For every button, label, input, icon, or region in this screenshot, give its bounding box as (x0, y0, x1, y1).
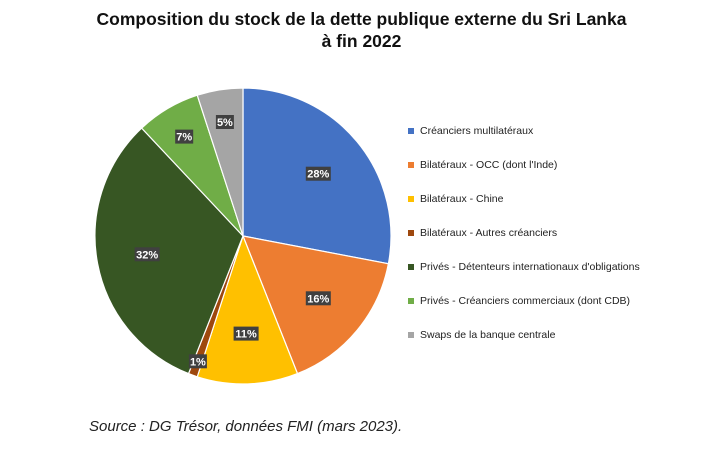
data-label: 5% (215, 115, 234, 129)
data-label: 11% (233, 326, 259, 341)
data-label-box (215, 115, 234, 129)
chart-legend: Créanciers multilatéraux Bilatéraux - OC… (408, 114, 640, 352)
data-label-box (134, 247, 160, 262)
legend-item-occ: Bilatéraux - OCC (dont l'Inde) (408, 148, 640, 182)
data-label-text: 1% (190, 356, 206, 368)
legend-label: Bilatéraux - OCC (dont l'Inde) (420, 159, 558, 171)
chart-title-line-2: à fin 2022 (321, 31, 402, 51)
legend-item-multilateraux: Créanciers multilatéraux (408, 114, 640, 148)
pie-data-labels: 28% 16% 11% 1% 32% 7% 5% (134, 115, 331, 369)
legend-item-obligations: Privés - Détenteurs internationaux d'obl… (408, 250, 640, 284)
data-label: 1% (188, 354, 207, 369)
legend-swatch (408, 264, 414, 270)
legend-label: Bilatéraux - Autres créanciers (420, 227, 558, 239)
pie-slice (94, 127, 244, 375)
data-label-text: 16% (307, 293, 329, 305)
data-label-box (305, 166, 331, 181)
legend-item-autres-creanciers: Bilatéraux - Autres créanciers (408, 216, 640, 250)
legend-label: Privés - Détenteurs internationaux d'obl… (420, 261, 640, 273)
legend-item-chine: Bilatéraux - Chine (408, 182, 640, 216)
data-label: 7% (175, 129, 194, 144)
data-label-box (175, 129, 194, 144)
legend-swatch (408, 332, 414, 338)
chart-title-line-1: Composition du stock de la dette publiqu… (96, 9, 627, 29)
data-label-box (305, 291, 331, 306)
legend-item-swaps: Swaps de la banque centrale (408, 318, 640, 352)
data-label: 28% (305, 166, 331, 181)
data-label: 32% (134, 247, 160, 262)
data-label-text: 28% (307, 169, 329, 181)
data-label-text: 11% (235, 329, 257, 341)
legend-label: Bilatéraux - Chine (420, 193, 504, 205)
legend-swatch (408, 128, 414, 134)
data-label-text: 7% (176, 132, 192, 144)
legend-swatch (408, 298, 414, 304)
legend-label: Créanciers multilatéraux (420, 125, 534, 137)
pie-slice (196, 234, 299, 385)
chart-title: Composition du stock de la dette publiqu… (0, 8, 723, 52)
pie-slices (94, 87, 392, 385)
source-note: Source : DG Trésor, données FMI (mars 20… (89, 418, 403, 435)
data-label: 16% (305, 291, 331, 306)
data-label-box (188, 354, 207, 369)
legend-label: Swaps de la banque centrale (420, 329, 556, 341)
data-label-box (233, 326, 259, 341)
legend-swatch (408, 230, 414, 236)
legend-swatch (408, 162, 414, 168)
legend-item-commerciaux: Privés - Créanciers commerciaux (dont CD… (408, 284, 640, 318)
data-label-text: 5% (217, 117, 233, 129)
legend-label: Privés - Créanciers commerciaux (dont CD… (420, 295, 631, 307)
legend-swatch (408, 196, 414, 202)
data-label-text: 32% (136, 249, 158, 261)
